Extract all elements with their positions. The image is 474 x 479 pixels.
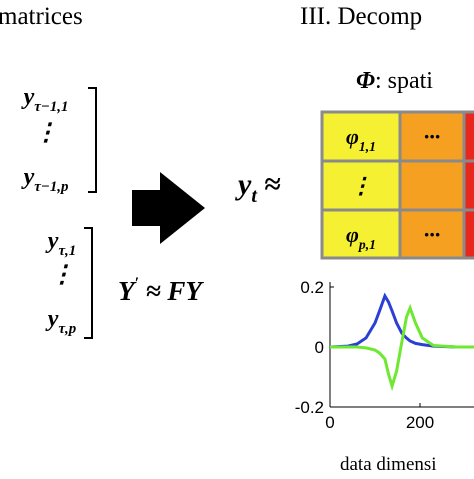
factor-desc: : spati: [375, 68, 433, 94]
matrix-entry: yτ−1,p: [21, 164, 69, 195]
x-axis-label: data dimensi: [340, 454, 437, 474]
subscript: τ,1: [58, 243, 76, 259]
cell-label: ···: [424, 222, 441, 247]
subscript: τ,p: [58, 321, 76, 337]
y-tick-label: 0: [315, 338, 324, 357]
x-tick-label: 0: [325, 413, 334, 432]
subscript: p,1: [358, 237, 376, 252]
matrix-entry: yτ−1,1: [21, 84, 69, 115]
grid: [320, 110, 474, 260]
decomp-lhs: yt ≈: [235, 168, 281, 207]
eq-rest: ≈ FY: [139, 276, 204, 306]
matrix-entry: ⋮: [34, 120, 58, 146]
column: [400, 112, 464, 258]
base: ···: [424, 124, 441, 149]
base: ⋮: [350, 173, 372, 198]
base: φ: [346, 124, 359, 149]
x-tick-label: 200: [406, 413, 434, 432]
column: [322, 112, 400, 258]
factor-title: Φ: spati: [356, 68, 433, 94]
cell-label: ···: [424, 124, 441, 149]
lhs-sub: t: [251, 185, 258, 207]
eq-prime: ′: [135, 275, 140, 292]
base: ⋮: [50, 262, 74, 288]
column: [464, 112, 474, 258]
lhs: y: [235, 168, 252, 201]
approx: ≈: [257, 168, 281, 201]
base: y: [21, 164, 35, 190]
y-tick-label: -0.2: [295, 398, 324, 417]
header-left: matrices: [0, 3, 83, 30]
bracket: [84, 227, 93, 339]
base: ⋮: [34, 120, 58, 146]
equation: Y′ ≈ FY: [118, 275, 204, 306]
y-tick-label: 0.2: [300, 278, 324, 297]
bracket: [88, 87, 97, 193]
eq-lhs: Y: [118, 276, 137, 306]
base: φ: [346, 222, 359, 247]
base: y: [45, 306, 59, 332]
arrow: [132, 172, 205, 244]
cell-label: φp,1: [346, 222, 376, 252]
subscript: τ−1,p: [34, 179, 68, 195]
matrix-entry: yτ,p: [45, 306, 76, 337]
matrix-entry: ⋮: [50, 262, 74, 288]
cell-label: ⋮: [350, 173, 372, 198]
data-line: [330, 303, 474, 392]
data-line: [329, 292, 474, 349]
base: ···: [424, 222, 441, 247]
subscript: τ−1,1: [34, 99, 68, 115]
cell-label: φ1,1: [346, 124, 376, 154]
base: y: [21, 84, 35, 110]
factor: Φ: [356, 68, 375, 94]
header-right: III. Decomp: [300, 3, 422, 30]
base: y: [45, 228, 59, 254]
matrix-entry: yτ,1: [45, 228, 76, 259]
subscript: 1,1: [359, 139, 376, 154]
